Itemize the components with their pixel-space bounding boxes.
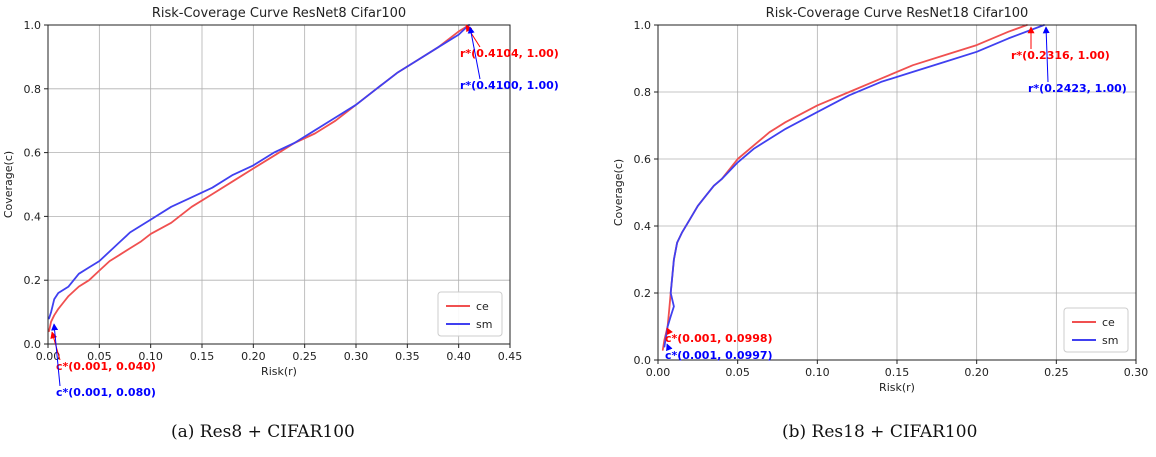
- plot-frame: [657, 24, 1137, 361]
- annotation-arrow: [666, 343, 673, 352]
- x-tick-label: 0.30: [1124, 366, 1149, 379]
- annotation-arrow: [467, 26, 481, 80]
- caption-b: (b) Res18 + CIFAR100: [782, 422, 978, 442]
- annotation-arrow: [1042, 26, 1050, 83]
- y-tick-label: 0.0: [24, 338, 42, 351]
- annotation-label: c*(0.001, 0.080): [56, 386, 156, 399]
- legend-label-ce: ce: [1102, 316, 1115, 329]
- y-tick-label: 0.6: [634, 153, 652, 166]
- series-line-sm: [663, 24, 1045, 348]
- x-axis-label: Risk(r): [879, 381, 915, 394]
- x-tick-label: 0.10: [138, 350, 163, 363]
- annotation-arrow: [51, 323, 61, 387]
- legend-label-sm: sm: [476, 318, 492, 331]
- x-tick-label: 0.00: [36, 350, 61, 363]
- x-tick-label: 0.25: [292, 350, 317, 363]
- annotation-label: c*(0.001, 0.0998): [665, 332, 773, 345]
- y-tick-label: 0.2: [24, 274, 42, 287]
- y-tick-label: 0.8: [24, 83, 42, 96]
- legend-label-sm: sm: [1102, 334, 1118, 347]
- y-tick-label: 0.6: [24, 147, 42, 160]
- x-tick-label: 0.00: [646, 366, 671, 379]
- y-tick-label: 1.0: [634, 19, 652, 32]
- x-tick-label: 0.05: [725, 366, 750, 379]
- x-tick-label: 0.20: [241, 350, 266, 363]
- plot-frame: [47, 24, 511, 345]
- y-tick-label: 1.0: [24, 19, 42, 32]
- y-axis-label: Coverage(c): [2, 151, 15, 218]
- x-tick-label: 0.15: [190, 350, 215, 363]
- x-tick-label: 0.15: [885, 366, 910, 379]
- y-tick-label: 0.2: [634, 287, 652, 300]
- annotation-label: r*(0.4104, 1.00): [460, 47, 559, 60]
- annotation-label: r*(0.4100, 1.00): [460, 79, 559, 92]
- annotation-arrow: [666, 327, 673, 336]
- plot-area: [48, 25, 510, 344]
- x-tick-label: 0.25: [1044, 366, 1069, 379]
- series-line-sm: [48, 24, 470, 320]
- annotation-label: r*(0.2316, 1.00): [1011, 49, 1110, 62]
- y-tick-label: 0.4: [24, 210, 42, 223]
- chart-title: Risk-Coverage Curve ResNet8 Cifar100: [152, 6, 406, 21]
- x-tick-label: 0.10: [805, 366, 830, 379]
- chart-title: Risk-Coverage Curve ResNet18 Cifar100: [766, 6, 1029, 21]
- y-tick-label: 0.4: [634, 220, 652, 233]
- x-tick-label: 0.30: [344, 350, 369, 363]
- chart-1: 0.00 0.05 0.10 0.15 0.20 0.25 0.30 0.35 0.40 0.45…: [2, 6, 559, 399]
- x-tick-label: 0.45: [498, 350, 523, 363]
- y-tick-label: 0.0: [634, 354, 652, 367]
- y-tick-label: 0.8: [634, 86, 652, 99]
- x-axis-label: Risk(r): [261, 365, 297, 378]
- x-tick-label: 0.40: [446, 350, 471, 363]
- annotation-label: c*(0.001, 0.0997): [665, 349, 773, 362]
- annotation-label: c*(0.001, 0.040): [56, 360, 156, 373]
- y-axis-label: Coverage(c): [612, 159, 625, 226]
- chart-2: 0.00 0.05 0.10 0.15 0.20 0.25 0.30 0.0 0.2 0.4 0.6…: [612, 6, 1148, 394]
- x-tick-label: 0.20: [964, 366, 989, 379]
- caption-a: (a) Res8 + CIFAR100: [171, 422, 355, 442]
- legend-label-ce: ce: [476, 300, 489, 313]
- x-tick-label: 0.05: [87, 350, 112, 363]
- x-tick-label: 0.35: [395, 350, 420, 363]
- annotation-label: r*(0.2423, 1.00): [1028, 82, 1127, 95]
